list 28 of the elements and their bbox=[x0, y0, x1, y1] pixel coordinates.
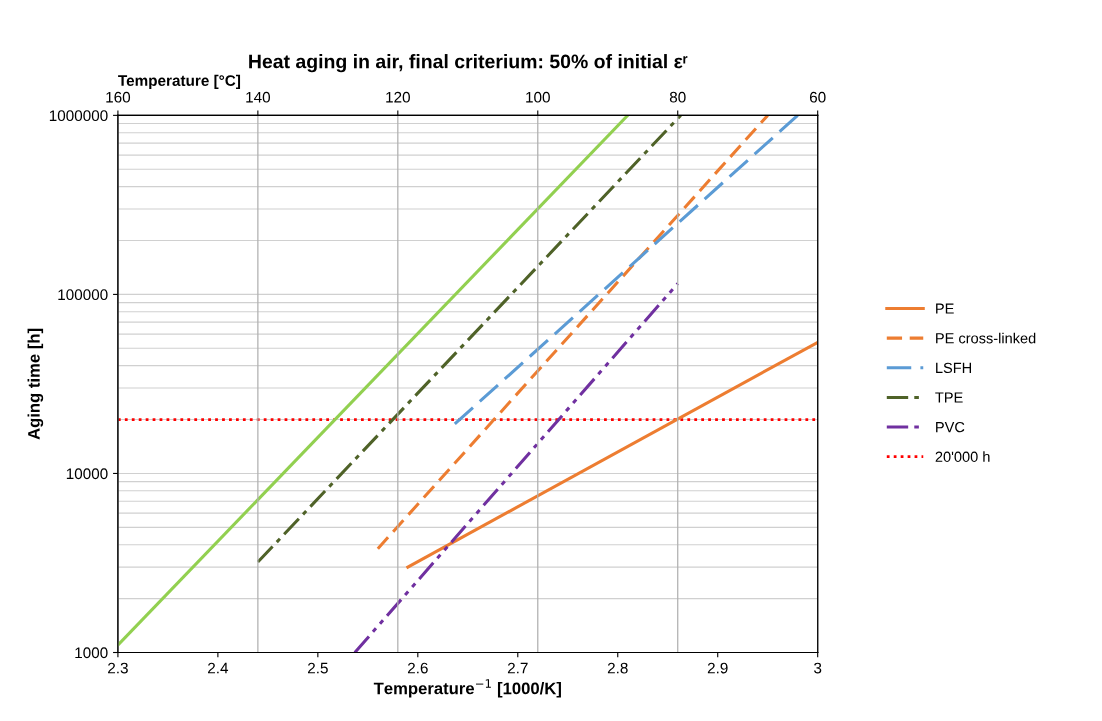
y-tick-label: 1000000 bbox=[49, 110, 108, 122]
y-tick-label: 100000 bbox=[58, 289, 108, 301]
x-tick-label: 2.7 bbox=[507, 662, 528, 674]
x2-tick-label: 160 bbox=[106, 91, 131, 103]
legend-label: PE cross-linked bbox=[936, 332, 1036, 344]
legend-label: PVC bbox=[936, 421, 965, 433]
x-tick-label: 2.3 bbox=[108, 662, 128, 674]
y-tick-label: 1000 bbox=[75, 647, 108, 659]
x2-tick-label: 120 bbox=[386, 91, 410, 103]
x-tick-label: 2.4 bbox=[208, 662, 229, 674]
x2-tick-label: 100 bbox=[526, 91, 550, 103]
x-tick-label: 2.9 bbox=[707, 662, 728, 674]
x2-axis-title: Temperature [°C] bbox=[118, 74, 241, 90]
x2-tick-label: 140 bbox=[246, 91, 271, 103]
x2-tick-label: 60 bbox=[809, 91, 826, 103]
x-tick-label: 2.8 bbox=[607, 662, 628, 674]
x-tick-label: 2.6 bbox=[407, 662, 428, 674]
chart-title: Heat aging in air, final criterium: 50% of initial εʳ bbox=[249, 54, 688, 73]
y-axis-title: Aging time [h] bbox=[27, 328, 44, 440]
legend-label: PE bbox=[936, 303, 954, 314]
x2-tick-label: 80 bbox=[669, 91, 686, 103]
x-axis-title: Temperature$^{−1}$ [1000/K] bbox=[373, 679, 561, 698]
x-tick-label: 3 bbox=[814, 662, 822, 674]
y-tick-label: 10000 bbox=[66, 468, 108, 480]
legend-label: LSFH bbox=[936, 362, 971, 374]
legend-label: 20'000 h bbox=[935, 451, 990, 462]
x-tick-label: 2.5 bbox=[308, 662, 328, 674]
legend-label: TPE bbox=[935, 392, 963, 403]
